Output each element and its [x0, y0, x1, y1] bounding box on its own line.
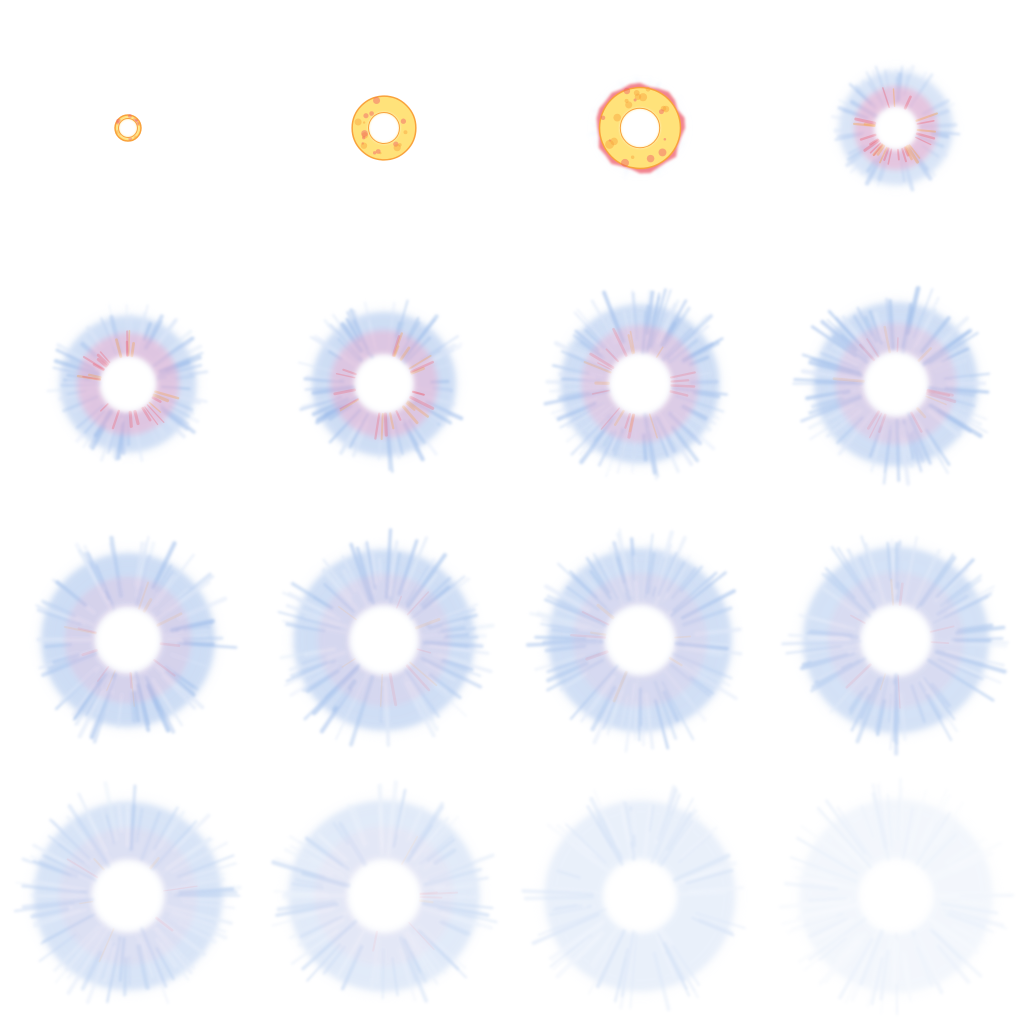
hot-core: [827, 571, 965, 709]
hot-core: [581, 325, 699, 443]
center-hole: [864, 352, 928, 416]
explosion-frame-14: [256, 768, 512, 1024]
explosion-burst: [298, 299, 464, 473]
explosion-frame-11: [512, 512, 768, 768]
explosion-frame-3: [512, 0, 768, 256]
explosion-frame-1: [0, 0, 256, 256]
explosion-burst: [277, 528, 495, 747]
hot-core: [832, 323, 957, 445]
center-hole: [93, 861, 163, 931]
center-hole: [609, 353, 671, 415]
explosion-burst: [526, 528, 743, 753]
smoke-streaks: [521, 784, 746, 1012]
hot-core: [570, 572, 708, 708]
center-hole: [862, 606, 930, 674]
hot-core: [852, 86, 938, 170]
explosion-frame-5: [0, 256, 256, 512]
explosion-burst: [830, 64, 961, 192]
explosion-burst: [271, 780, 498, 1003]
center-hole: [349, 861, 419, 931]
explosion-frame-16: [768, 768, 1024, 1024]
hot-core: [314, 826, 459, 966]
explosion-frame-7: [512, 256, 768, 512]
explosion-burst: [35, 535, 238, 744]
explosion-burst: [778, 777, 1015, 1016]
center-hole: [860, 860, 932, 932]
explosion-burst: [351, 95, 417, 161]
hot-core: [317, 573, 451, 707]
hot-core: [76, 329, 180, 435]
explosion-frame-13: [0, 768, 256, 1024]
center-hole: [620, 108, 660, 148]
explosion-burst: [46, 303, 209, 462]
explosion-frame-6: [256, 256, 512, 512]
center-hole: [100, 356, 156, 412]
explosion-frame-8: [768, 256, 1024, 512]
hot-core: [63, 576, 192, 707]
explosion-burst: [543, 288, 728, 481]
smoke-streaks: [778, 777, 1015, 1016]
center-hole: [118, 118, 138, 138]
explosion-frame-12: [768, 512, 1024, 768]
hot-core: [59, 827, 198, 965]
hot-core: [330, 330, 438, 441]
explosion-burst: [792, 285, 991, 486]
center-hole: [605, 861, 675, 931]
explosion-burst: [114, 114, 142, 142]
explosion-burst: [596, 82, 686, 174]
center-hole: [351, 607, 417, 673]
explosion-burst: [781, 535, 1010, 756]
center-hole: [606, 606, 674, 674]
center-hole: [875, 107, 917, 149]
explosion-burst: [521, 784, 746, 1012]
explosion-frame-2: [256, 0, 512, 256]
explosion-burst: [13, 781, 242, 1004]
center-hole: [96, 608, 160, 672]
explosion-frame-10: [256, 512, 512, 768]
center-hole: [368, 112, 400, 144]
explosion-frame-4: [768, 0, 1024, 256]
center-hole: [355, 355, 413, 413]
explosion-frame-9: [0, 512, 256, 768]
explosion-frame-15: [512, 768, 768, 1024]
